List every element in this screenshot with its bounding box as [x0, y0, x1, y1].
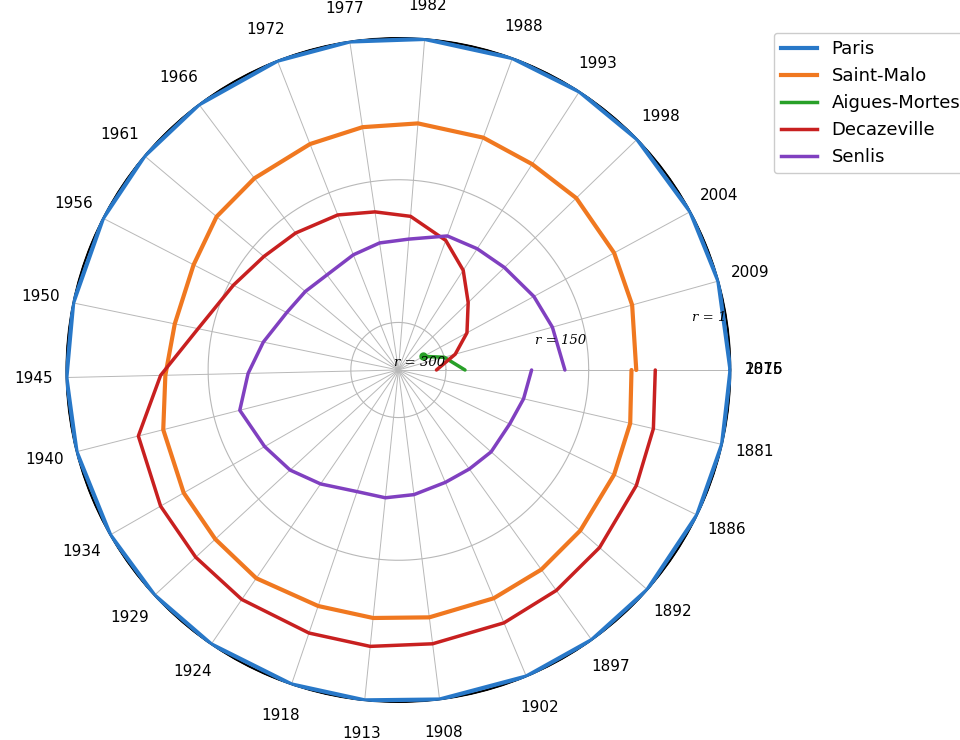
Text: 1940: 1940: [25, 452, 63, 468]
Text: 1998: 1998: [641, 109, 681, 124]
Text: 1881: 1881: [735, 444, 774, 460]
Text: 1902: 1902: [519, 699, 559, 715]
Text: 1924: 1924: [173, 665, 212, 679]
Text: 1913: 1913: [342, 726, 381, 740]
Text: 1892: 1892: [653, 605, 691, 619]
Text: 1956: 1956: [54, 195, 93, 211]
Text: 1988: 1988: [504, 19, 543, 35]
Text: 1918: 1918: [261, 708, 300, 723]
Text: 1876: 1876: [744, 363, 783, 377]
Text: 2004: 2004: [700, 188, 738, 204]
Text: 1929: 1929: [110, 610, 150, 625]
Text: 2009: 2009: [731, 265, 770, 280]
Text: 1961: 1961: [100, 127, 138, 142]
Text: 1982: 1982: [408, 0, 446, 13]
Text: r = 300: r = 300: [395, 356, 445, 369]
Text: r = 150: r = 150: [535, 334, 587, 346]
Text: 2015: 2015: [744, 363, 783, 377]
Text: 1977: 1977: [325, 1, 364, 16]
Text: 1945: 1945: [14, 371, 53, 386]
Text: 1993: 1993: [578, 56, 617, 71]
Text: 1886: 1886: [708, 522, 746, 537]
Text: 1966: 1966: [159, 70, 199, 85]
Text: 1950: 1950: [21, 289, 60, 303]
Text: 1972: 1972: [246, 22, 284, 37]
Text: 1897: 1897: [591, 659, 631, 674]
Text: 1908: 1908: [424, 725, 463, 740]
Text: r = 1: r = 1: [692, 312, 727, 324]
Text: 1934: 1934: [62, 544, 101, 559]
Legend: Paris, Saint-Malo, Aigues-Mortes, Decazeville, Senlis: Paris, Saint-Malo, Aigues-Mortes, Decaze…: [774, 33, 960, 173]
